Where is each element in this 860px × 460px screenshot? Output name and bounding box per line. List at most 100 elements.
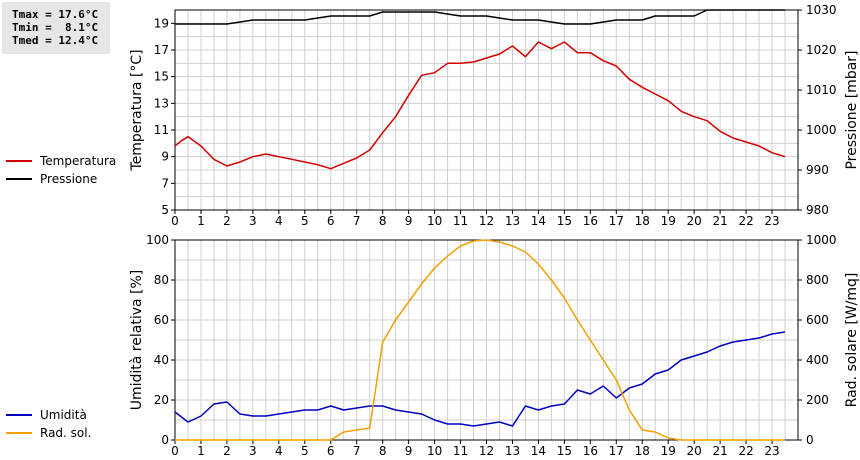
y-tick-label: 13 <box>154 96 169 110</box>
y2-tick-label: 1010 <box>806 83 837 97</box>
y2-tick-label: 0 <box>806 433 814 447</box>
x-tick-label: 19 <box>661 444 676 458</box>
y2-tick-label: 800 <box>806 273 829 287</box>
x-tick-label: 19 <box>661 214 676 228</box>
legend-item-rad-sol: Rad. sol. <box>6 424 91 442</box>
x-tick-label: 20 <box>687 214 702 228</box>
x-tick-label: 4 <box>275 444 283 458</box>
y-tick-label: 100 <box>146 233 169 247</box>
y2-tick-label: 600 <box>806 313 829 327</box>
y-tick-label: 15 <box>154 70 169 84</box>
tmin-label: Tmin = 8.1°C <box>12 21 99 34</box>
y2-tick-label: 1020 <box>806 43 837 57</box>
x-tick-label: 10 <box>427 214 442 228</box>
series-line-rad-sol <box>175 239 785 441</box>
x-tick-label: 13 <box>505 214 520 228</box>
x-tick-label: 8 <box>379 444 387 458</box>
x-tick-label: 15 <box>557 214 572 228</box>
stats-box: Tmax = 17.6°C Tmin = 8.1°C Tmed = 12.4°C <box>2 2 110 54</box>
y2-tick-label: 1000 <box>806 233 837 247</box>
x-tick-label: 22 <box>738 444 753 458</box>
y2-axis-title: Rad. solare [W/mq] <box>844 273 860 408</box>
x-tick-label: 11 <box>453 444 468 458</box>
legend-label-rad-sol: Rad. sol. <box>40 426 92 440</box>
legend-swatch-pressione <box>6 178 32 180</box>
series-line-temperatura <box>174 41 786 170</box>
x-tick-label: 16 <box>583 214 598 228</box>
y-axis-title: Temperatura [°C] <box>129 49 145 171</box>
legend-swatch-rad-sol <box>6 432 32 434</box>
x-tick-label: 3 <box>249 214 257 228</box>
x-tick-label: 13 <box>505 444 520 458</box>
x-tick-label: 6 <box>327 214 335 228</box>
x-tick-label: 12 <box>479 214 494 228</box>
x-tick-label: 18 <box>635 444 650 458</box>
x-tick-label: 10 <box>427 444 442 458</box>
x-tick-label: 17 <box>609 214 624 228</box>
y-tick-label: 5 <box>161 203 169 217</box>
y-tick-label: 17 <box>154 43 169 57</box>
x-tick-label: 0 <box>171 214 179 228</box>
x-tick-label: 8 <box>379 214 387 228</box>
x-tick-label: 23 <box>764 214 779 228</box>
legend-item-pressione: Pressione <box>6 170 116 188</box>
y-tick-label: 0 <box>161 433 169 447</box>
tmax-label: Tmax = 17.6°C <box>12 8 99 21</box>
y-tick-label: 80 <box>154 273 169 287</box>
x-tick-label: 21 <box>712 444 727 458</box>
x-tick-label: 18 <box>635 214 650 228</box>
tmed-label: Tmed = 12.4°C <box>12 34 99 47</box>
series-line-pressione <box>175 9 785 25</box>
x-tick-label: 9 <box>405 444 413 458</box>
x-tick-label: 1 <box>197 214 205 228</box>
legend-item-umidita: Umidità <box>6 406 91 424</box>
legend-swatch-temperatura <box>6 160 32 162</box>
x-tick-label: 14 <box>531 444 546 458</box>
y2-tick-label: 400 <box>806 353 829 367</box>
y2-tick-label: 1030 <box>806 3 837 17</box>
y2-tick-label: 980 <box>806 203 829 217</box>
legend-label-temperatura: Temperatura <box>40 154 117 168</box>
x-tick-label: 12 <box>479 444 494 458</box>
x-tick-label: 17 <box>609 444 624 458</box>
y-tick-label: 9 <box>161 150 169 164</box>
legend-bottom: Umidità Rad. sol. <box>6 406 91 442</box>
y2-tick-label: 1000 <box>806 123 837 137</box>
x-tick-label: 6 <box>327 444 335 458</box>
legend-top: Temperatura Pressione <box>6 152 116 188</box>
x-tick-label: 2 <box>223 214 231 228</box>
y-tick-label: 40 <box>154 353 169 367</box>
x-tick-label: 9 <box>405 214 413 228</box>
y-tick-label: 20 <box>154 393 169 407</box>
x-tick-label: 5 <box>301 214 309 228</box>
x-tick-label: 4 <box>275 214 283 228</box>
x-tick-label: 7 <box>353 444 361 458</box>
y2-axis-title: Pressione [mbar] <box>844 50 860 169</box>
x-tick-label: 21 <box>712 214 727 228</box>
x-tick-label: 11 <box>453 214 468 228</box>
legend-label-pressione: Pressione <box>40 172 98 186</box>
series-line-umidit <box>174 331 786 427</box>
legend-swatch-umidita <box>6 414 32 416</box>
x-tick-label: 16 <box>583 444 598 458</box>
y-tick-label: 11 <box>154 123 169 137</box>
x-tick-label: 3 <box>249 444 257 458</box>
x-tick-label: 7 <box>353 214 361 228</box>
y-tick-label: 7 <box>161 176 169 190</box>
x-tick-label: 2 <box>223 444 231 458</box>
x-tick-label: 15 <box>557 444 572 458</box>
x-tick-label: 5 <box>301 444 309 458</box>
x-tick-label: 23 <box>764 444 779 458</box>
legend-item-temperatura: Temperatura <box>6 152 116 170</box>
y-tick-label: 19 <box>154 16 169 30</box>
y2-tick-label: 990 <box>806 163 829 177</box>
x-tick-label: 14 <box>531 214 546 228</box>
y2-tick-label: 200 <box>806 393 829 407</box>
y-axis-title: Umidità relativa [%] <box>129 270 145 411</box>
x-tick-label: 20 <box>687 444 702 458</box>
x-tick-label: 0 <box>171 444 179 458</box>
x-tick-label: 1 <box>197 444 205 458</box>
x-tick-label: 22 <box>738 214 753 228</box>
legend-label-umidita: Umidità <box>40 408 87 422</box>
